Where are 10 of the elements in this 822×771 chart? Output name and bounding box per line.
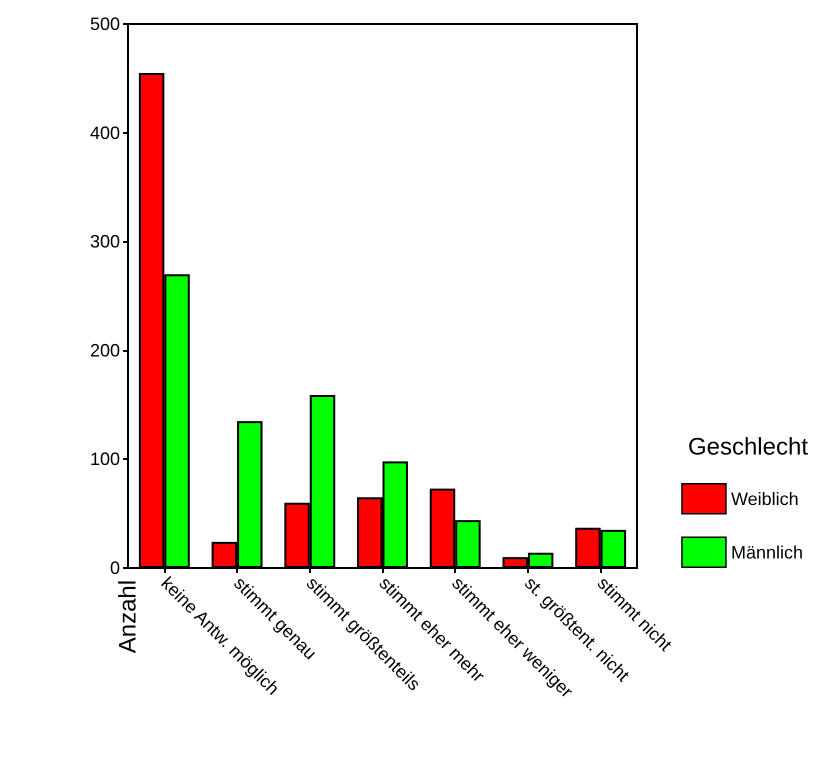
y-tick-label: 0 (110, 558, 120, 578)
legend-title: Geschlecht (688, 434, 808, 460)
y-tick-label: 100 (90, 449, 120, 470)
y-axis-title: Anzahl (114, 580, 142, 654)
y-tick-label: 400 (90, 122, 120, 143)
legend-label: Weiblich (730, 488, 799, 509)
y-tick-label: 500 (90, 14, 120, 34)
y-tick-label: 200 (90, 340, 120, 360)
legend-label: Männlich (730, 542, 804, 562)
y-tick-label: 300 (90, 232, 120, 252)
